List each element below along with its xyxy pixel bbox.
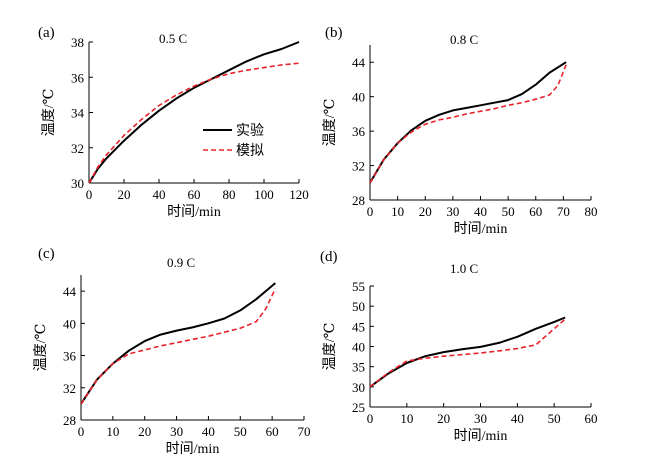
legend-experimental-label: 实验 xyxy=(236,123,264,139)
x-tick-label: 40 xyxy=(202,424,215,439)
x-tick-label: 120 xyxy=(289,187,309,202)
rate-label: 1.0 C xyxy=(450,261,478,276)
y-axis-title: 温度/℃ xyxy=(322,323,338,371)
simulation-line xyxy=(88,62,300,184)
y-axis-title: 温度/℃ xyxy=(322,99,338,147)
simulation-line xyxy=(369,64,567,184)
panel-letter: (c) xyxy=(38,246,55,262)
y-tick-label: 28 xyxy=(63,413,76,428)
x-tick-label: 50 xyxy=(502,204,515,219)
x-axis-title: 时间/min xyxy=(454,221,508,237)
experimental-line xyxy=(88,41,300,184)
x-tick-label: 60 xyxy=(266,424,279,439)
y-tick-label: 40 xyxy=(63,316,76,331)
y-tick-label: 32 xyxy=(352,159,365,174)
rate-label: 0.9 C xyxy=(167,255,195,270)
experimental-line xyxy=(369,61,567,184)
y-tick-label: 30 xyxy=(71,176,84,191)
x-tick-label: 0 xyxy=(78,424,85,439)
x-tick-label: 0 xyxy=(86,187,93,202)
x-tick-label: 0 xyxy=(367,411,374,426)
rate-label: 0.8 C xyxy=(450,32,478,47)
x-tick-label: 30 xyxy=(170,424,183,439)
y-tick-label: 38 xyxy=(71,35,84,50)
experimental-line xyxy=(369,316,566,388)
rate-label: 0.5 C xyxy=(159,31,187,46)
x-tick-label: 0 xyxy=(367,204,374,219)
y-tick-label: 32 xyxy=(63,381,76,396)
chart-panel-1: 0 20 40 60 80 100 120 30 32 34 36 38 时间/min 温度/℃ (a) 0.… xyxy=(38,25,309,220)
x-tick-label: 40 xyxy=(153,187,166,202)
x-tick-label: 10 xyxy=(391,204,404,219)
y-tick-label: 32 xyxy=(71,141,84,156)
y-tick-label: 50 xyxy=(352,299,365,314)
x-axis-title: 时间/min xyxy=(167,204,221,220)
panel-letter: (a) xyxy=(38,25,55,41)
y-tick-label: 40 xyxy=(352,90,365,105)
x-tick-label: 20 xyxy=(437,411,450,426)
y-tick-label: 35 xyxy=(352,360,365,375)
y-tick-label: 44 xyxy=(352,55,366,70)
x-tick-label: 50 xyxy=(548,411,561,426)
chart-panel-3: 0 10 20 30 40 50 60 70 28 32 36 40 44 时间/min 温度/℃ (c) 0.… xyxy=(33,246,311,457)
x-tick-label: 10 xyxy=(400,411,413,426)
x-tick-label: 50 xyxy=(234,424,247,439)
x-tick-label: 80 xyxy=(223,187,236,202)
x-tick-label: 20 xyxy=(118,187,131,202)
y-tick-label: 55 xyxy=(352,279,365,294)
y-tick-label: 30 xyxy=(352,380,365,395)
x-tick-label: 20 xyxy=(138,424,151,439)
x-tick-label: 60 xyxy=(585,411,598,426)
panel-letter: (d) xyxy=(320,249,338,265)
y-tick-label: 36 xyxy=(352,124,366,139)
y-tick-label: 25 xyxy=(352,400,365,415)
y-tick-label: 34 xyxy=(71,106,85,121)
x-tick-label: 60 xyxy=(529,204,542,219)
y-tick-label: 36 xyxy=(71,70,85,85)
x-axis-title: 时间/min xyxy=(454,428,508,444)
y-tick-label: 40 xyxy=(352,340,365,355)
x-tick-label: 40 xyxy=(511,411,524,426)
x-tick-label: 70 xyxy=(298,424,311,439)
chart-panel-2: 0 10 20 30 40 50 60 70 80 28 32 36 40 44 时间/min 温度/℃ (b)… xyxy=(322,25,598,237)
legend-simulation-label: 模拟 xyxy=(236,143,264,159)
x-tick-label: 20 xyxy=(419,204,432,219)
y-tick-label: 28 xyxy=(352,193,365,208)
x-tick-label: 70 xyxy=(557,204,570,219)
experimental-line xyxy=(80,282,276,405)
simulation-line xyxy=(369,318,566,388)
x-tick-label: 30 xyxy=(446,204,459,219)
x-tick-label: 80 xyxy=(585,204,598,219)
x-tick-label: 10 xyxy=(106,424,119,439)
y-tick-label: 45 xyxy=(352,319,365,334)
y-tick-label: 44 xyxy=(63,284,77,299)
x-tick-label: 60 xyxy=(188,187,201,202)
x-tick-label: 30 xyxy=(474,411,487,426)
x-tick-label: 100 xyxy=(254,187,274,202)
panel-letter: (b) xyxy=(325,25,343,41)
x-tick-label: 40 xyxy=(474,204,487,219)
y-tick-label: 36 xyxy=(63,349,77,364)
y-axis-title: 温度/℃ xyxy=(33,324,49,372)
x-axis-title: 时间/min xyxy=(166,441,220,457)
chart-panel-4: 0 10 20 30 40 50 60 25 30 35 40 45 50 55 时间/min 温度/℃ (d)… xyxy=(320,249,598,444)
y-axis-title: 温度/℃ xyxy=(41,89,57,137)
